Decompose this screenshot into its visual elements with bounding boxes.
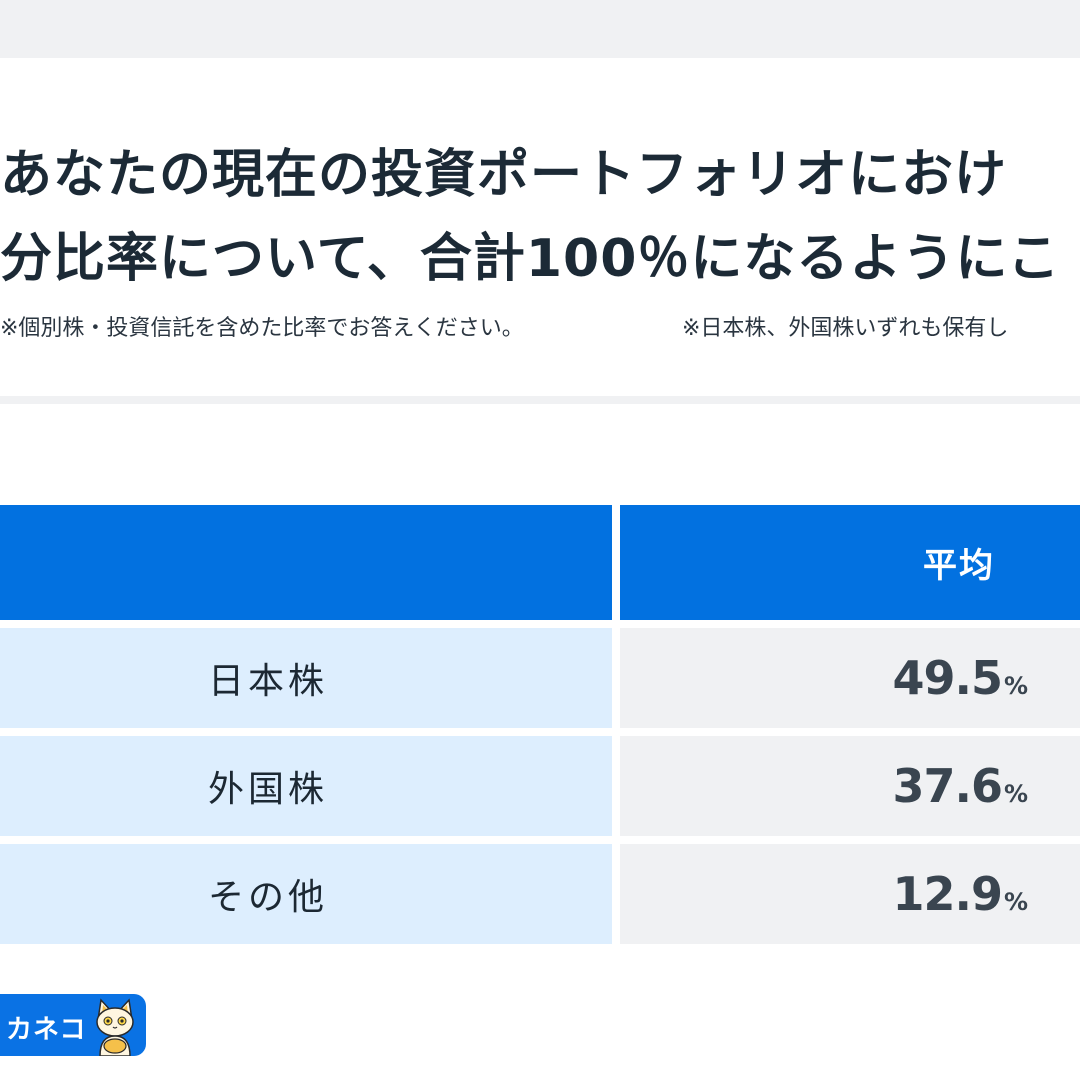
question-title-line-1: あなたの現在の投資ポートフォリオにおけ (0, 145, 1008, 205)
table-header-average: 平均 (923, 546, 995, 586)
row-value-number: 12.9 (892, 867, 1002, 921)
row-label: その他 (207, 877, 328, 918)
table-header-average-cell: 平均 (620, 505, 1080, 620)
table-row-value-foreign-stock: 37.6% (620, 736, 1080, 836)
row-value: 49.5% (892, 651, 1028, 705)
row-value-number: 37.6 (892, 759, 1002, 813)
table-header-label-cell (0, 505, 612, 620)
row-value: 37.6% (892, 759, 1028, 813)
row-value: 12.9% (892, 867, 1028, 921)
row-label: 日本株 (207, 661, 328, 702)
row-value-unit: % (1003, 672, 1028, 700)
row-value-number: 49.5 (892, 651, 1002, 705)
row-value-unit: % (1003, 888, 1028, 916)
question-note-1: ※個別株・投資信託を含めた比率でお答えください。 (0, 316, 524, 341)
row-label: 外国株 (207, 769, 328, 810)
table-row-label-foreign-stock: 外国株 (0, 736, 612, 836)
table-row-label-other: その他 (0, 844, 612, 944)
table-row-value-japan-stock: 49.5% (620, 628, 1080, 728)
cat-mascot-icon (96, 998, 134, 1056)
question-note-2: ※日本株、外国株いずれも保有し (682, 316, 1009, 341)
table-row-label-japan-stock: 日本株 (0, 628, 612, 728)
table-row-value-other: 12.9% (620, 844, 1080, 944)
divider-band (0, 396, 1080, 404)
brand-name: カネコ (6, 1015, 87, 1045)
results-table: 平均 日本株 49.5% 外国株 37.6% その他 12.9% (0, 505, 1080, 945)
brand-badge: カネコ (0, 994, 146, 1056)
row-value-unit: % (1003, 780, 1028, 808)
question-header: あなたの現在の投資ポートフォリオにおけ 分比率について、合計100％になるように… (0, 58, 1080, 396)
top-band (0, 0, 1080, 58)
question-title-line-2: 分比率について、合計100％になるようにこ (0, 229, 1061, 289)
